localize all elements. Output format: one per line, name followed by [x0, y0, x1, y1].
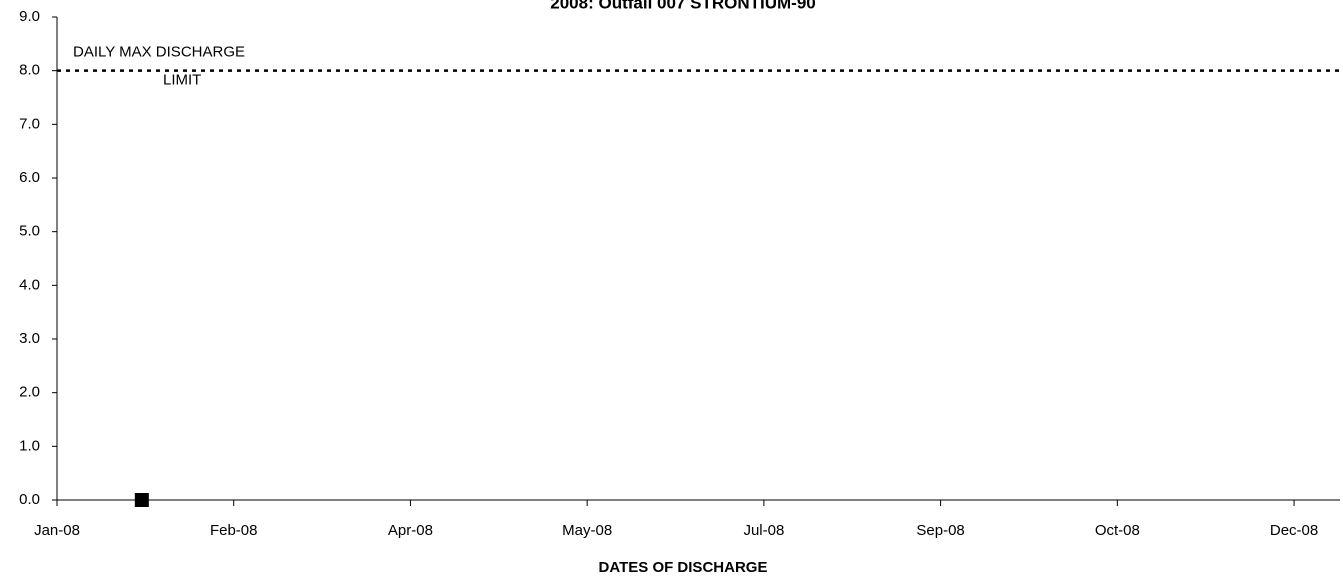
chart-title: 2008: Outfall 007 STRONTIUM-90 [550, 0, 815, 12]
x-tick-label: Apr-08 [388, 522, 433, 539]
x-tick-label: Oct-08 [1095, 522, 1140, 539]
x-tick-label: May-08 [562, 522, 612, 539]
marker [134, 493, 149, 507]
x-tick-label: Jul-08 [743, 522, 784, 539]
y-tick-label: 1.0 [19, 437, 40, 454]
y-tick-label: 0.0 [19, 491, 40, 508]
x-tick-label: Feb-08 [210, 522, 258, 539]
y-tick-label: 2.0 [19, 384, 40, 401]
y-tick-label: 8.0 [19, 62, 40, 79]
x-tick-label: Jan-08 [34, 522, 80, 539]
limit-label: LIMIT [163, 72, 201, 89]
y-tick-label: 5.0 [19, 223, 40, 240]
y-tick-label: 7.0 [19, 115, 40, 132]
y-tick-label: 6.0 [19, 169, 40, 186]
x-tick-label: Dec-08 [1270, 522, 1318, 539]
x-tick-label: Sep-08 [916, 522, 964, 539]
limit-label: DAILY MAX DISCHARGE [73, 44, 245, 61]
y-tick-label: 3.0 [19, 330, 40, 347]
x-axis-label: DATES OF DISCHARGE [599, 559, 768, 576]
y-tick-label: 4.0 [19, 276, 40, 293]
y-tick-label: 9.0 [19, 8, 40, 25]
